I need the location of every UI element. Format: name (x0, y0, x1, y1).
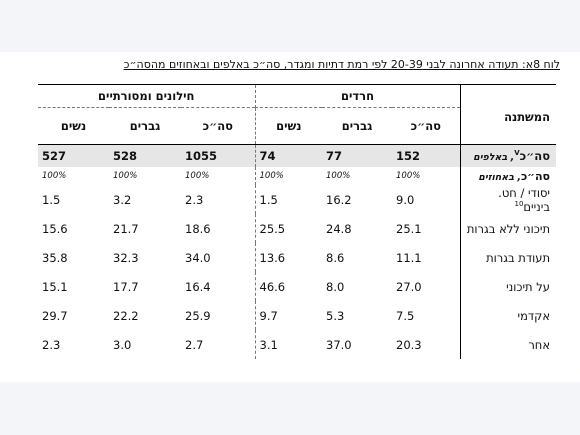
table-cell: 16.4 (185, 279, 211, 294)
document-page: לוח 8א: תעודה אחרונה לבני 20-39 לפי רמת … (0, 52, 580, 382)
table-cell: 7.5 (396, 308, 415, 323)
header-haredi-women: נשים (254, 107, 323, 145)
table-cell: 15.1 (42, 279, 68, 294)
table-cell: 13.6 (254, 243, 323, 272)
caption-text: : תעודה אחרונה לבני 20-39 לפי רמת דתיות … (123, 58, 526, 71)
table-cell: 21.7 (113, 221, 139, 236)
table-cell: 100% (185, 171, 210, 181)
table-cell: 1.5 (254, 185, 323, 214)
table-cell: 18.6 (185, 221, 211, 236)
row-label: תיכוני ללא בגרות (459, 214, 557, 243)
percent-row-label: סה״כ, באחוזים (459, 167, 557, 185)
table-cell: 1055 (181, 144, 256, 167)
table-row: אחר 20.3 37.0 3.1 2.7 3.0 2.3 (38, 330, 557, 359)
table-row: יסודי / חט. ביניים10 9.0 16.2 1.5 2.3 3.… (38, 185, 557, 214)
table-cell: 100% (326, 171, 351, 181)
table-cell: 9.7 (254, 301, 323, 330)
header-group-haredi: חרדים (254, 84, 461, 108)
table-cell: 74 (254, 144, 323, 167)
table-caption: לוח 8א: תעודה אחרונה לבני 20-39 לפי רמת … (124, 58, 560, 71)
header-variable: המשתנה (459, 84, 557, 145)
caption-label: לוח 8א (525, 58, 560, 71)
table-cell: 16.2 (326, 192, 352, 207)
row-label: אקדמי (459, 301, 557, 330)
header-haredi-total: סה״כ (410, 119, 441, 133)
table-row: אקדמי 7.5 5.3 9.7 25.9 22.2 29.7 (38, 301, 557, 330)
table-cell: 20.3 (396, 337, 422, 352)
table-cell: 527 (38, 144, 110, 167)
data-table: המשתנה חרדים חילונים ומסורתיים סה״כ גברי… (38, 84, 557, 359)
table-cell: 34.0 (185, 250, 211, 265)
header-haredi-men: גברים (341, 119, 373, 133)
header-secular-total: סה״כ (202, 119, 233, 133)
total-row-label: סה״כV, באלפים (459, 144, 557, 167)
table-cell: 25.5 (254, 214, 323, 243)
row-label: יסודי / חט. ביניים10 (459, 185, 557, 214)
table-cell: 24.8 (326, 221, 352, 236)
table-cell: 2.7 (185, 337, 204, 352)
header-secular-men: גברים (129, 119, 161, 133)
row-label: תעודת בגרות (459, 243, 557, 272)
table-cell: 35.8 (42, 250, 68, 265)
table-cell: 8.6 (326, 250, 345, 265)
table-cell: 27.0 (396, 279, 422, 294)
row-label: אחר (459, 330, 557, 359)
table-cell: 29.7 (42, 308, 68, 323)
table-cell: 8.0 (326, 279, 345, 294)
table-cell: 152 (392, 144, 461, 167)
table-cell: 100% (254, 167, 323, 185)
header-group-secular: חילונים ומסורתיים (38, 84, 256, 108)
table-cell: 3.2 (113, 192, 132, 207)
table-cell: 17.7 (113, 279, 139, 294)
percent-row: סה״כ, באחוזים 100% 100% 100% 100% 100% 1… (38, 167, 557, 185)
table-cell: 22.2 (113, 308, 139, 323)
row-label: על תיכוני (459, 272, 557, 301)
table-cell: 32.3 (113, 250, 139, 265)
table-cell: 528 (109, 144, 182, 167)
table-cell: 11.1 (396, 250, 422, 265)
header-secular-women: נשים (60, 119, 87, 133)
total-row: סה״כV, באלפים 152 77 74 1055 528 527 (38, 144, 557, 167)
table-cell: 5.3 (326, 308, 345, 323)
table-row: תעודת בגרות 11.1 8.6 13.6 34.0 32.3 35.8 (38, 243, 557, 272)
table-cell: 9.0 (396, 192, 415, 207)
table-cell: 25.1 (396, 221, 422, 236)
table-row: על תיכוני 27.0 8.0 46.6 16.4 17.7 15.1 (38, 272, 557, 301)
table-cell: 46.6 (254, 272, 323, 301)
table-cell: 100% (42, 171, 67, 181)
table-cell: 15.6 (42, 221, 68, 236)
table-cell: 2.3 (185, 192, 204, 207)
table-cell: 25.9 (185, 308, 211, 323)
table-cell: 100% (113, 171, 138, 181)
table-cell: 1.5 (42, 192, 61, 207)
table-cell: 3.1 (254, 330, 323, 359)
table-row: תיכוני ללא בגרות 25.1 24.8 25.5 18.6 21.… (38, 214, 557, 243)
table-cell: 2.3 (42, 337, 61, 352)
table-cell: 37.0 (326, 337, 352, 352)
table-cell: 100% (396, 171, 421, 181)
table-cell: 3.0 (113, 337, 132, 352)
table-cell: 77 (322, 144, 393, 167)
